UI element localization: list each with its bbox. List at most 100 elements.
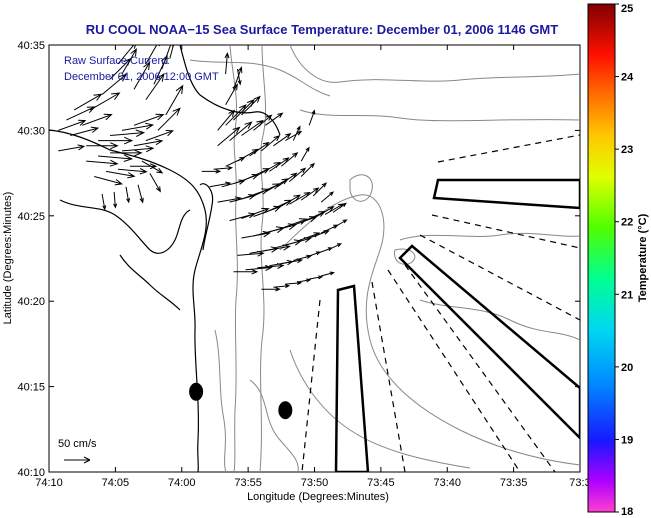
current-vector-arrow	[237, 68, 242, 86]
colorbar-label: Temperature (°C)	[637, 213, 649, 302]
current-vector-arrow	[133, 61, 151, 90]
nj-coastline	[49, 129, 207, 472]
station-dots	[189, 382, 293, 420]
lane-south	[334, 284, 370, 472]
x-tick-label: 74:05	[102, 477, 130, 489]
scale-arrow	[64, 456, 91, 464]
contour-line	[394, 248, 416, 265]
colorbar-tick-label: 20	[621, 362, 633, 374]
current-vector-arrow	[165, 84, 184, 116]
x-tick-label: 73:35	[500, 477, 528, 489]
current-vector-arrow	[233, 66, 243, 90]
contour-line	[259, 45, 267, 472]
contour-line	[214, 329, 227, 472]
x-axis-ticks: 74:10 74:05 74:00 73:55 73:50 73:45 73:40 73:35…	[35, 45, 591, 489]
current-vector-arrow	[169, 45, 175, 59]
x-tick-label: 74:00	[168, 477, 196, 489]
colorbar	[587, 3, 616, 513]
current-vector-arrow	[217, 109, 236, 131]
current-vector-arrow	[300, 187, 320, 201]
zone-line	[431, 214, 580, 249]
separation-zones	[301, 134, 580, 472]
figure-title: RU COOL NOAA−15 Sea Surface Temperature:…	[86, 22, 558, 37]
contour-line	[419, 299, 580, 341]
current-vector-arrow	[58, 144, 86, 152]
current-vector-arrow	[297, 278, 312, 283]
y-tick-label: 40:30	[17, 125, 45, 137]
current-vector-arrow	[280, 152, 299, 167]
current-vector-arrow	[237, 148, 259, 162]
x-tick-label: 73:40	[433, 477, 461, 489]
current-vector-arrow	[113, 191, 118, 209]
current-vector-arrow	[277, 172, 298, 188]
current-vectors	[58, 45, 348, 292]
current-vector-arrow	[125, 186, 131, 204]
colorbar-tick-label: 25	[621, 3, 633, 15]
contour-line	[249, 379, 299, 472]
current-vector-arrow	[106, 170, 136, 179]
current-vector-arrow	[321, 271, 335, 277]
current-vector-arrow	[312, 206, 335, 219]
colorbar-tick-label: 24	[621, 72, 634, 84]
y-tick-label: 40:15	[17, 382, 45, 394]
current-vector-arrow	[332, 219, 348, 229]
current-vector-arrow	[328, 243, 343, 250]
current-vector-arrow	[332, 202, 347, 213]
lane-southeast	[398, 244, 580, 440]
contour-line	[289, 349, 471, 469]
y-axis-ticks: 40:35 40:30 40:25 40:20 40:15 40:10	[17, 40, 580, 479]
plot-area	[48, 44, 581, 473]
current-vector-arrow	[312, 182, 328, 197]
current-vector-arrow	[273, 284, 291, 289]
current-vector-arrow	[145, 73, 165, 100]
current-vector-arrow	[308, 109, 316, 126]
current-vector-arrow	[58, 119, 87, 131]
x-axis-label: Longitude (Degrees:Minutes)	[247, 491, 389, 503]
y-tick-label: 40:25	[17, 211, 45, 223]
current-vector-arrow	[133, 113, 165, 126]
zone-line	[419, 234, 580, 321]
current-vector-arrow	[288, 167, 307, 182]
current-vector-arrow	[101, 73, 127, 95]
current-vector-arrow	[161, 45, 174, 70]
current-vector-arrow	[292, 125, 301, 141]
current-vector-arrow	[145, 45, 160, 65]
current-vector-arrow	[145, 130, 175, 142]
colorbar-ticks: 25 24 23 22 21 20 19 18	[615, 3, 634, 518]
current-vector-arrow	[86, 159, 119, 167]
current-vector-arrow	[261, 134, 281, 152]
current-vector-arrow	[101, 193, 107, 211]
current-vector-arrow	[285, 130, 303, 142]
colorbar-tick-label: 21	[621, 289, 633, 301]
x-tick-label: 74:10	[35, 477, 63, 489]
x-tick-label: 73:50	[301, 477, 329, 489]
current-vector-arrow	[249, 141, 270, 157]
current-vector-arrow	[221, 179, 246, 188]
station-dot	[278, 401, 293, 420]
colorbar-tick-label: 23	[621, 144, 633, 156]
raw-current-label: Raw Surface Current:	[64, 55, 170, 67]
contour-line	[229, 45, 238, 472]
current-vector-arrow	[300, 146, 310, 162]
current-vector-arrow	[121, 48, 137, 75]
y-tick-label: 40:10	[17, 467, 45, 479]
current-vector-arrow	[86, 142, 119, 150]
map-layer	[49, 45, 580, 472]
colorbar-tick-label: 19	[621, 434, 633, 446]
current-vector-arrow	[277, 194, 302, 209]
current-vector-arrow	[245, 265, 273, 272]
current-vector-arrow	[70, 126, 100, 136]
current-vector-arrow	[241, 95, 261, 116]
y-tick-label: 40:20	[17, 296, 45, 308]
zone-line	[404, 264, 556, 472]
current-vector-arrow	[273, 133, 292, 147]
current-vector-arrow	[89, 92, 121, 111]
contour-line	[399, 232, 580, 241]
bay-shore	[59, 199, 191, 254]
current-vector-arrow	[98, 136, 134, 145]
scale-label: 50 cm/s	[58, 438, 97, 450]
inland-line	[119, 254, 181, 311]
current-vector-arrow	[201, 169, 222, 174]
current-vector-arrow	[149, 173, 161, 193]
lane-east	[432, 178, 580, 210]
